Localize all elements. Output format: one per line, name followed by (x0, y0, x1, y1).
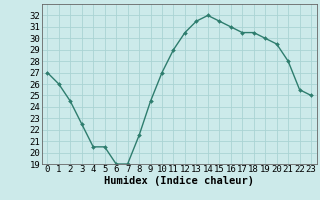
X-axis label: Humidex (Indice chaleur): Humidex (Indice chaleur) (104, 176, 254, 186)
